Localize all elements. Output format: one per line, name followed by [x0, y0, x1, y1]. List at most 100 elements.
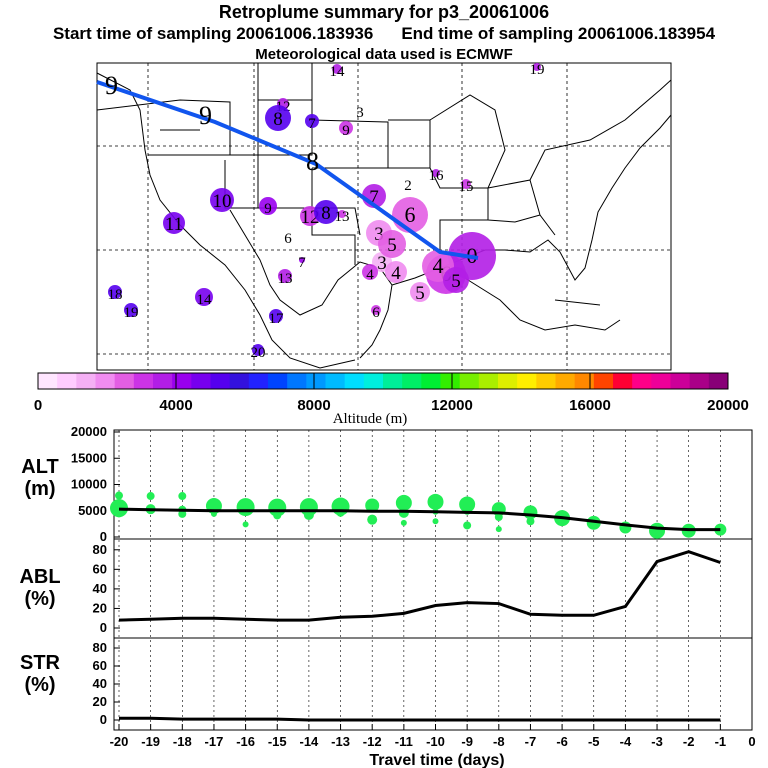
cluster-label: 14	[197, 292, 213, 308]
cluster-label: 11	[165, 214, 183, 235]
alt-scatter-point	[242, 521, 249, 528]
cluster-label: 17	[269, 311, 285, 327]
cluster-label: 4	[366, 267, 374, 283]
colorbar-swatch	[268, 373, 288, 389]
colorbar-swatch	[38, 373, 58, 389]
alt-scatter-point	[459, 496, 476, 513]
colorbar-swatch	[459, 373, 480, 389]
abl-axis-label: ABL (%)	[19, 566, 61, 610]
colorbar-swatch	[153, 373, 173, 389]
colorbar-tick-label: 12000	[431, 397, 473, 414]
x-tick-label: -9	[461, 734, 473, 749]
x-tick-label: -20	[110, 734, 129, 749]
cluster-label: 7	[298, 255, 306, 271]
alt-scatter-point	[110, 499, 128, 518]
cluster-circle	[339, 121, 353, 135]
y-tick-label: 0	[100, 620, 107, 635]
colorbar-swatch	[210, 373, 231, 389]
cluster-label: 5	[387, 235, 397, 256]
end-time: End time of sampling 20061006.183954	[401, 24, 716, 43]
x-tick-label: -18	[173, 734, 192, 749]
cluster-label: 5	[451, 271, 461, 292]
alt-scatter-point	[395, 494, 412, 511]
cluster-circle	[124, 303, 138, 317]
cluster-circle	[195, 288, 213, 306]
x-tick-label: -6	[556, 734, 568, 749]
altitude-colorbar: 0 4000 8000 12000 16000 20000	[34, 372, 749, 414]
alt-scatter-point	[432, 518, 439, 525]
y-tick-label: 60	[93, 658, 107, 673]
y-tick-label: 5000	[78, 503, 107, 518]
abl-panel: 0 20 40 60 80	[93, 542, 721, 635]
time-series-panels: 0 5000 10000 15000 20000 0 20 40 60 80 0 20 40 60 80…	[71, 424, 756, 749]
x-tick-label: -13	[331, 734, 350, 749]
cluster-label: 19	[530, 62, 545, 78]
cluster-markers: 1914128793161527109128136116334650137445…	[108, 62, 545, 361]
path-day-label: 8	[306, 147, 319, 176]
alt-scatter-point	[649, 522, 666, 539]
path-day-label: 9	[105, 71, 118, 100]
colorbar-swatch	[613, 373, 633, 389]
chart-title: Retroplume summary for p3_20061006	[218, 2, 550, 22]
cluster-label: 3	[374, 224, 384, 245]
y-tick-label: 80	[93, 640, 107, 655]
colorbar-swatch	[57, 373, 77, 389]
colorbar-swatch	[306, 373, 326, 389]
cluster-label: 19	[124, 305, 139, 321]
y-tick-label: 0	[100, 712, 107, 727]
alt-scatter-point	[146, 492, 155, 501]
colorbar-swatch	[95, 373, 116, 389]
colorbar-swatch	[536, 373, 556, 389]
start-time: Start time of sampling 20061006.183936	[52, 24, 374, 43]
x-tick-label: -19	[141, 734, 160, 749]
y-tick-label: 80	[93, 542, 107, 557]
cluster-circle	[378, 230, 406, 258]
y-tick-label: 20	[93, 600, 107, 615]
path-day-labels: 9 9 8	[105, 71, 319, 176]
colorbar-swatch	[325, 373, 346, 389]
cluster-circle	[314, 200, 338, 224]
cluster-label: 7	[369, 187, 379, 208]
colorbar-swatch	[383, 373, 403, 389]
y-tick-label: 20	[93, 694, 107, 709]
y-tick-label: 10000	[71, 477, 107, 492]
str-panel: 0 20 40 60 80	[93, 640, 721, 727]
alt-panel: 0 5000 10000 15000 20000	[71, 424, 727, 544]
x-axis-label: Travel time (days)	[369, 752, 504, 768]
x-tick-label: -5	[588, 734, 600, 749]
colorbar-swatch	[402, 373, 422, 389]
y-tick-label: 0	[100, 529, 107, 544]
str-axis-label: STR (%)	[20, 652, 60, 696]
sampling-times: Start time of sampling 20061006.183936 En…	[0, 24, 768, 44]
cluster-label: 16	[429, 168, 445, 184]
x-tick-label: -14	[300, 734, 320, 749]
cluster-label: 9	[342, 123, 350, 139]
path-day-label: 9	[199, 101, 212, 130]
cluster-label: 13	[278, 271, 293, 287]
alt-scatter-point	[365, 498, 380, 513]
alt-scatter-point	[210, 510, 217, 517]
panel-gridlines	[118, 430, 753, 730]
colorbar-swatch	[574, 373, 595, 389]
cluster-circle	[461, 179, 471, 189]
panels-frame	[113, 429, 753, 731]
alt-scatter-point	[494, 513, 503, 522]
cluster-label: 9	[264, 201, 272, 217]
cluster-label: 3	[377, 253, 387, 274]
cluster-circle	[278, 269, 292, 283]
cluster-label: 6	[372, 305, 380, 321]
x-tick-label: -17	[205, 734, 224, 749]
colorbar-swatch	[651, 373, 671, 389]
x-tick-label: -4	[620, 734, 632, 749]
alt-mean-line	[118, 507, 721, 532]
map-panel: 1914128793161527109128136116334650137445…	[96, 62, 672, 371]
x-tick-label: 0	[748, 734, 755, 749]
cluster-label: 18	[108, 287, 123, 303]
cluster-circle	[338, 210, 346, 218]
alt-scatter-point	[273, 511, 282, 520]
colorbar-swatch	[421, 373, 441, 389]
cluster-label: 13	[335, 209, 350, 225]
alt-scatter-point	[178, 492, 187, 501]
colorbar-swatch	[440, 373, 461, 389]
